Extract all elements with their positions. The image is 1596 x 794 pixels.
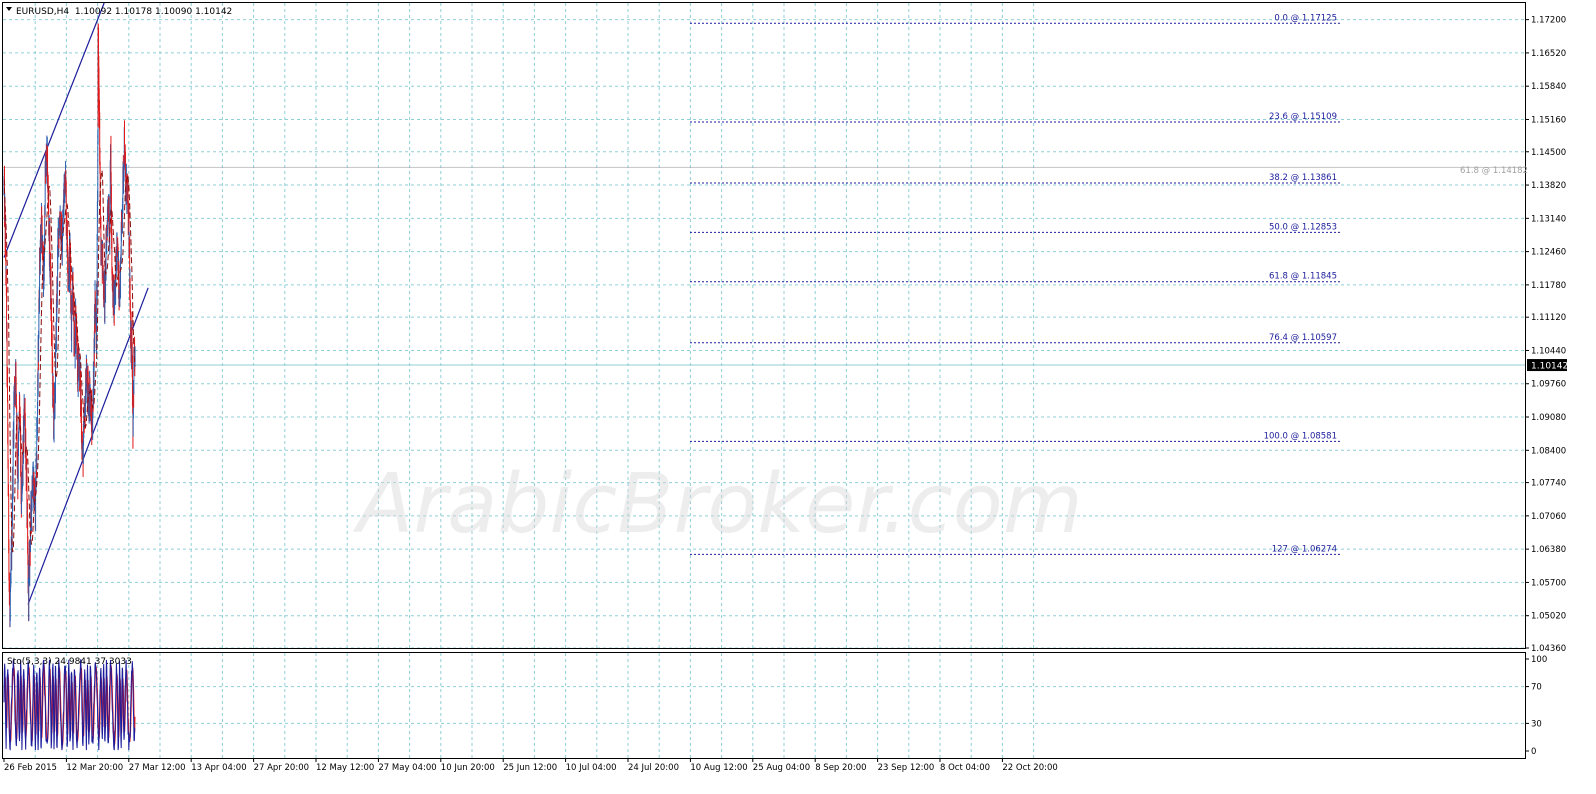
- time-tick-label: 13 Apr 04:00: [191, 763, 246, 773]
- price-tick-label: 1.08400: [1531, 446, 1566, 456]
- moving-average-line: [3, 168, 136, 553]
- time-tick-label: 10 Jun 20:00: [441, 763, 495, 773]
- current-price-label: 1.10142: [1531, 362, 1568, 372]
- price-tick-label: 1.07060: [1531, 512, 1566, 522]
- time-tick-label: 27 Mar 12:00: [129, 763, 186, 773]
- price-tick-label: 1.15840: [1531, 82, 1566, 92]
- stochastic-main-line: [3, 659, 136, 751]
- price-tick-label: 1.10440: [1531, 346, 1566, 356]
- price-tick-label: 1.04360: [1531, 644, 1566, 654]
- fib-level-label: 38.2 @ 1.13861: [1269, 173, 1337, 183]
- time-tick-label: 10 Jul 04:00: [566, 763, 617, 773]
- time-tick-label: 25 Jun 12:00: [503, 763, 557, 773]
- time-tick-label: 27 May 04:00: [378, 763, 436, 773]
- channel-lower-line: [27, 287, 149, 605]
- stochastic-header-text: Sto(5,3,3) 24.9841 37.3033: [7, 657, 132, 667]
- current-price-marker: 1.10142: [1527, 359, 1568, 372]
- time-tick-label: 23 Sep 12:00: [878, 763, 935, 773]
- fib-level-label: 127 @ 1.06274: [1272, 544, 1337, 554]
- price-tick-label: 1.11120: [1531, 313, 1566, 323]
- candlesticks: [3, 23, 136, 628]
- fib-level-label: 23.6 @ 1.15109: [1269, 112, 1337, 122]
- channel-upper-line: [3, 2, 105, 258]
- dropdown-triangle-icon: [6, 7, 12, 11]
- trend-channel: [3, 2, 149, 605]
- main-panel-frame: [2, 2, 1526, 649]
- price-tick-label: 1.05700: [1531, 578, 1566, 588]
- fib-level-label: 0.0 @ 1.17125: [1274, 13, 1337, 23]
- sto-tick-label: 70: [1531, 683, 1542, 693]
- stochastic-grid: [3, 653, 1525, 758]
- time-tick-label: 8 Sep 20:00: [815, 763, 866, 773]
- price-tick-label: 1.13140: [1531, 214, 1566, 224]
- sto-tick-label: 100: [1531, 655, 1547, 665]
- price-tick-label: 1.11780: [1531, 281, 1566, 291]
- price-tick-label: 1.09760: [1531, 380, 1566, 390]
- symbol-header-text: EURUSD,H4 1.10092 1.10178 1.10090 1.1014…: [16, 7, 232, 17]
- price-tick-label: 1.14500: [1531, 148, 1566, 158]
- extra-fib-label: 61.8 @ 1.14182: [1460, 166, 1528, 176]
- price-tick-label: 1.16520: [1531, 49, 1566, 59]
- time-tick-label: 22 Oct 20:00: [1002, 763, 1057, 773]
- price-tick-label: 1.06380: [1531, 545, 1566, 555]
- time-tick-label: 12 May 12:00: [316, 763, 374, 773]
- symbol-header: EURUSD,H4 1.10092 1.10178 1.10090 1.1014…: [6, 7, 232, 17]
- time-tick-label: 12 Mar 20:00: [66, 763, 123, 773]
- price-tick-label: 1.12460: [1531, 248, 1566, 258]
- price-tick-label: 1.05020: [1531, 612, 1566, 622]
- fibonacci-levels: 0.0 @ 1.17125 23.6 @ 1.15109 38.2 @ 1.1386…: [3, 13, 1525, 555]
- fib-level-label: 61.8 @ 1.11845: [1269, 272, 1337, 282]
- price-tick-label: 1.15160: [1531, 115, 1566, 125]
- sto-tick-label: 0: [1531, 747, 1536, 757]
- price-tick-label: 1.17200: [1531, 16, 1566, 26]
- price-tick-label: 1.07740: [1531, 479, 1566, 489]
- time-tick-label: 25 Aug 04:00: [753, 763, 810, 773]
- moving-average: [3, 168, 136, 553]
- stochastic-panel-frame: [2, 652, 1526, 759]
- time-tick-label: 24 Jul 20:00: [628, 763, 679, 773]
- fib-level-label: 50.0 @ 1.12853: [1269, 222, 1337, 232]
- time-tick-label: 8 Oct 04:00: [940, 763, 990, 773]
- time-tick-label: 27 Apr 20:00: [254, 763, 309, 773]
- stochastic-axis: 100 70 30 0: [1525, 655, 1547, 757]
- watermark: ArabicBroker.com: [352, 457, 1082, 552]
- price-tick-label: 1.09080: [1531, 413, 1566, 423]
- stochastic-lines: [3, 659, 136, 751]
- price-tick-label: 1.13820: [1531, 181, 1566, 191]
- time-tick-label: 10 Aug 12:00: [690, 763, 747, 773]
- time-axis: 26 Feb 2015 12 Mar 20:00 27 Mar 12:00 13 Ap…: [3, 758, 1058, 773]
- sto-tick-label: 30: [1531, 719, 1542, 729]
- fib-level-label: 76.4 @ 1.10597: [1269, 333, 1337, 343]
- fib-level-label: 100.0 @ 1.08581: [1264, 431, 1337, 441]
- current-price-box: [1527, 359, 1567, 372]
- time-tick-label: 26 Feb 2015: [4, 763, 57, 773]
- price-axis: 1.17200 1.16520 1.15840 1.15160 1.14500 1.138…: [1525, 16, 1566, 654]
